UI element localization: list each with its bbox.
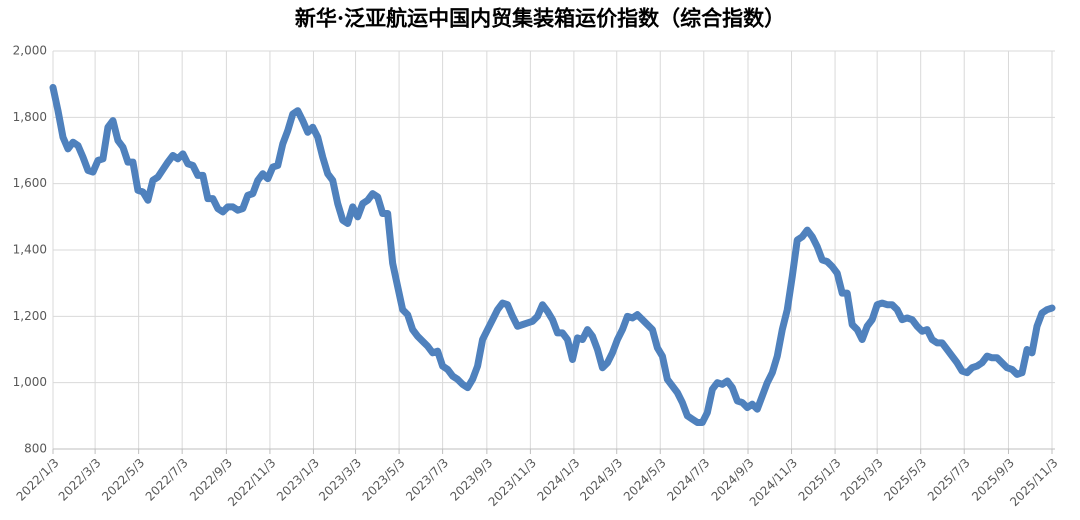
x-tick-label: 2024/3/3 [577, 456, 625, 504]
x-tick-label: 2025/11/3 [1007, 456, 1060, 509]
x-tick-label: 2022/11/3 [225, 456, 278, 509]
chart-title: 新华·泛亚航运中国内贸集装箱运价指数（综合指数） [295, 6, 785, 31]
x-tick-label: 2025/1/3 [796, 456, 844, 504]
y-tick-label: 1,800 [13, 110, 47, 124]
x-tick-label: 2022/3/3 [56, 456, 104, 504]
x-tick-label: 2023/7/3 [403, 456, 451, 504]
x-tick-label: 2022/7/3 [143, 456, 191, 504]
x-tick-label: 2022/1/3 [14, 456, 62, 504]
x-tick-label: 2024/5/3 [621, 456, 669, 504]
y-tick-label: 1,600 [13, 176, 47, 190]
x-tick-label: 2023/11/3 [486, 456, 539, 509]
x-tick-label: 2023/1/3 [274, 456, 322, 504]
y-tick-label: 2,000 [13, 44, 47, 58]
x-tick-label: 2025/7/3 [925, 456, 973, 504]
x-tick-label: 2023/5/3 [360, 456, 408, 504]
x-tick-label: 2024/7/3 [664, 456, 712, 504]
y-tick-label: 800 [24, 442, 47, 456]
y-tick-label: 1,000 [13, 375, 47, 389]
x-tick-label: 2022/5/3 [99, 456, 147, 504]
x-tick-label: 2025/3/3 [838, 456, 886, 504]
y-tick-label: 1,200 [13, 309, 47, 323]
x-tick-label: 2023/3/3 [316, 456, 364, 504]
y-tick-label: 1,400 [13, 243, 47, 257]
x-tick-label: 2024/11/3 [747, 456, 800, 509]
x-tick-label: 2025/5/3 [881, 456, 929, 504]
x-tick-label: 2024/1/3 [534, 456, 582, 504]
data-line [49, 83, 1056, 426]
